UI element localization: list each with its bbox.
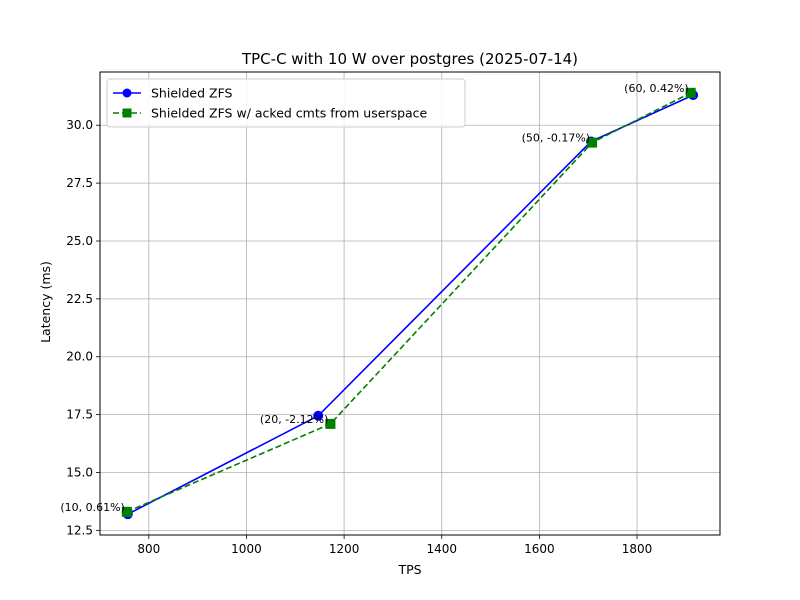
y-tick-label: 27.5 — [66, 176, 93, 190]
y-tick-label: 20.0 — [66, 350, 93, 364]
data-point — [685, 87, 696, 98]
x-tick-label: 1800 — [622, 542, 653, 556]
series-1 — [122, 90, 699, 520]
series-2 — [121, 87, 696, 517]
chart-title: TPC-C with 10 W over postgres (2025-07-1… — [241, 50, 578, 68]
series-layer — [121, 87, 699, 520]
legend: Shielded ZFS Shielded ZFS w/ acked cmts f… — [106, 78, 466, 128]
data-point — [121, 506, 132, 517]
y-tick-label: 17.5 — [66, 408, 93, 422]
annotations: (10, 0.61%) (20, -2.12%) (50, -0.17%) (60, … — [60, 82, 688, 514]
x-tick-label: 1000 — [231, 542, 262, 556]
y-tick-label: 30.0 — [66, 118, 93, 132]
point-annotation: (10, 0.61%) — [60, 501, 125, 514]
legend-box — [106, 78, 466, 128]
point-annotation: (60, 0.42%) — [624, 82, 689, 95]
y-tick-label: 15.0 — [66, 465, 93, 479]
data-point — [587, 137, 598, 148]
y-tick-label: 25.0 — [66, 234, 93, 248]
legend-marker — [122, 108, 132, 118]
legend-label: Shielded ZFS — [151, 86, 233, 101]
legend-label: Shielded ZFS w/ acked cmts from userspac… — [151, 106, 428, 121]
data-point — [325, 418, 336, 429]
legend-item: Shielded ZFS w/ acked cmts from userspac… — [113, 106, 428, 121]
ticks: 800 1000 1200 1400 1600 1800 12.5 15.0 17.5 20.0 2… — [66, 118, 652, 556]
x-tick-label: 1600 — [524, 542, 555, 556]
series-line — [127, 94, 694, 515]
series-line — [126, 92, 692, 513]
legend-marker — [122, 88, 132, 98]
legend-item: Shielded ZFS — [113, 86, 233, 101]
data-point — [313, 410, 324, 421]
x-tick-label: 800 — [137, 542, 160, 556]
x-tick-label: 1200 — [329, 542, 360, 556]
grid — [100, 72, 720, 535]
point-annotation: (50, -0.17%) — [522, 132, 591, 145]
y-tick-label: 12.5 — [66, 523, 93, 537]
point-annotation: (20, -2.12%) — [260, 413, 329, 426]
y-tick-label: 22.5 — [66, 292, 93, 306]
x-axis-label: TPS — [397, 562, 421, 577]
y-axis-label: Latency (ms) — [38, 261, 53, 343]
plot-frame — [99, 71, 721, 536]
x-tick-label: 1400 — [426, 542, 457, 556]
